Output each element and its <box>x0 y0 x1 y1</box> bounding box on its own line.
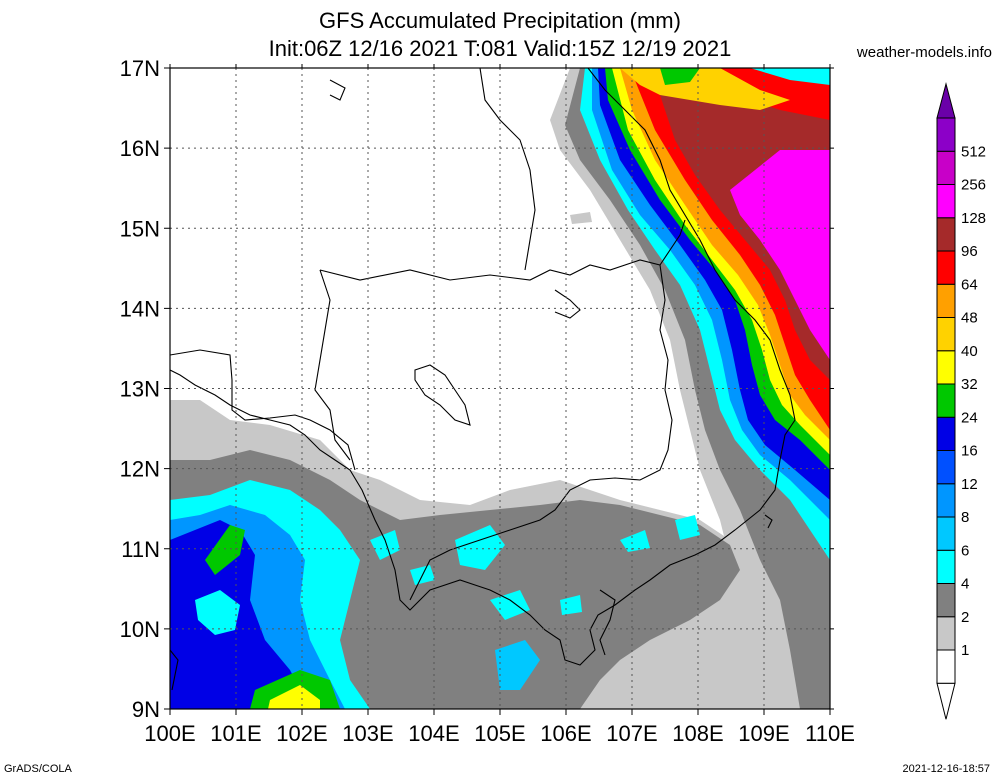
lon-label: 102E <box>276 721 327 746</box>
land-border <box>319 219 686 281</box>
colorbar-label: 6 <box>961 542 969 559</box>
precip-area <box>495 640 540 690</box>
lon-label: 105E <box>474 721 525 746</box>
coastline <box>170 68 796 666</box>
lat-label: 11N <box>121 537 160 562</box>
land-border <box>409 264 673 601</box>
lat-label: 17N <box>120 56 160 81</box>
precip-area <box>205 525 245 575</box>
lon-label: 106E <box>540 721 591 746</box>
colorbar-swatch <box>936 250 956 285</box>
longitude-labels: 100E 101E 102E 103E 104E 105E 106E 107E 108E 109E… <box>144 721 855 746</box>
colorbar-label: 24 <box>961 409 978 426</box>
lat-label: 10N <box>120 617 160 642</box>
lat-label: 9N <box>132 697 160 722</box>
graticule <box>170 68 830 709</box>
colorbar-label: 128 <box>961 210 986 227</box>
colorbar-swatch <box>936 483 956 518</box>
colorbar-swatch <box>936 317 956 352</box>
colorbar-swatch <box>936 649 956 684</box>
site-credit: weather-models.info <box>856 44 992 61</box>
precip-area <box>195 590 240 635</box>
colorbar-label: 1 <box>961 642 969 659</box>
colorbar-swatch <box>936 283 956 318</box>
lon-label: 103E <box>342 721 393 746</box>
colorbar-label: 8 <box>961 509 969 526</box>
colorbar-label: 256 <box>961 177 986 194</box>
precip-area <box>268 685 320 709</box>
colorbar-arrow-low <box>936 682 956 720</box>
colorbar-label: 40 <box>961 343 978 360</box>
precip-area <box>620 530 650 552</box>
lon-label: 108E <box>672 721 723 746</box>
colorbar-swatch <box>936 450 956 485</box>
precip-area <box>660 68 700 85</box>
precip-area <box>675 515 700 540</box>
colorbar-swatch <box>936 616 956 651</box>
colorbar-label: 64 <box>961 276 978 293</box>
coastline <box>764 514 773 529</box>
lat-label: 13N <box>120 377 160 402</box>
latitude-labels: 9N 10N 11N 12N 13N 14N 15N 16N 17N <box>120 56 160 722</box>
axis-ticks <box>164 64 834 715</box>
land-border <box>479 68 536 271</box>
precip-area <box>570 212 592 224</box>
lon-label: 110E <box>805 721 855 746</box>
colorbar-arrow-high <box>936 82 956 119</box>
colorbar-label: 96 <box>961 243 978 260</box>
timestamp-credit: 2021-12-16-18:57 <box>902 763 990 775</box>
colorbar-label: 512 <box>961 143 986 160</box>
coastline <box>329 79 346 101</box>
coastline-borders <box>170 68 796 691</box>
colorbar-swatch <box>936 583 956 618</box>
lon-label: 101E <box>210 721 261 746</box>
land-border <box>554 289 581 319</box>
land-border <box>314 269 351 461</box>
lon-label: 100E <box>144 721 195 746</box>
precip-area <box>620 68 790 110</box>
colorbar-label: 2 <box>961 609 969 626</box>
colorbar-label: 4 <box>961 576 969 593</box>
chart-subtitle: Init:06Z 12/16 2021 T:081 Valid:15Z 12/1… <box>268 36 732 61</box>
colorbar-swatch <box>936 516 956 551</box>
colorbar-swatch <box>936 117 956 152</box>
coastline <box>599 589 616 656</box>
grads-credit: GrADS/COLA <box>4 763 72 775</box>
colorbar-label: 48 <box>961 310 978 327</box>
precip-area <box>370 530 400 560</box>
colorbar-label: 32 <box>961 376 978 393</box>
colorbar-swatch <box>936 383 956 418</box>
colorbar-swatch <box>936 184 956 219</box>
colorbar-swatch <box>936 150 956 185</box>
lat-label: 14N <box>120 296 160 321</box>
precip-area <box>750 68 830 85</box>
lat-label: 15N <box>120 216 160 241</box>
colorbar-label: 16 <box>961 443 978 460</box>
precip-area <box>730 150 830 360</box>
colorbar-swatch <box>936 217 956 252</box>
chart-title: GFS Accumulated Precipitation (mm) <box>319 8 681 33</box>
lon-label: 107E <box>606 721 657 746</box>
land-border <box>170 349 356 471</box>
lat-label: 12N <box>120 457 160 482</box>
colorbar-swatch <box>936 549 956 584</box>
lake-outline <box>414 364 471 426</box>
colorbar-swatch <box>936 350 956 385</box>
coastline <box>170 649 179 691</box>
lon-label: 109E <box>738 721 789 746</box>
lon-label: 104E <box>408 721 459 746</box>
precip-area <box>170 520 310 709</box>
colorbar-label: 12 <box>961 476 978 493</box>
lat-label: 16N <box>120 136 160 161</box>
colorbar-swatch <box>936 416 956 451</box>
